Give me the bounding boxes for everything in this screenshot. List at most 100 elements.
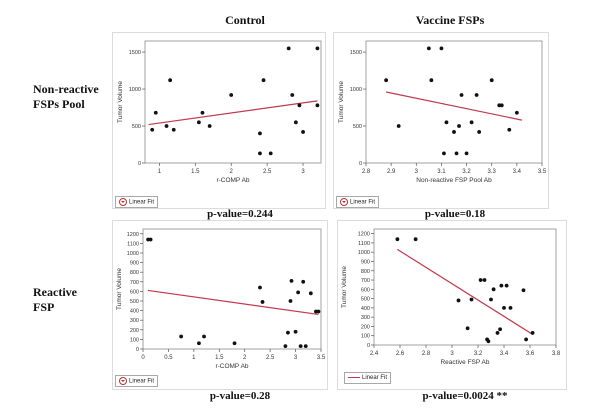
data-point <box>499 103 504 108</box>
y-tick-label: 500 <box>130 299 139 305</box>
data-point <box>495 331 500 335</box>
data-point <box>465 326 470 331</box>
data-point <box>153 110 158 115</box>
y-tick-label: 1500 <box>350 50 362 56</box>
y-tick-label: 1500 <box>129 50 141 56</box>
x-tick-label: 0.5 <box>164 355 173 361</box>
y-tick-label: 1200 <box>358 232 370 238</box>
x-tick-label: 3 <box>415 169 419 175</box>
x-tick-label: 2.8 <box>362 169 371 175</box>
data-point <box>301 130 305 134</box>
dropdown-icon <box>119 198 127 206</box>
data-point <box>384 78 389 83</box>
data-point <box>530 331 535 335</box>
data-point <box>454 151 459 156</box>
data-point <box>150 127 155 132</box>
x-tick-label: 2 <box>243 355 247 361</box>
linear-fit-line <box>385 91 523 121</box>
x-tick-label: 1 <box>192 355 196 361</box>
row-title-nonreactive: Non-reactive FSPs Pool <box>33 82 128 112</box>
data-point <box>148 237 153 242</box>
data-point <box>260 300 265 304</box>
p-value-control-nonreactive: p-value=0.244 <box>207 208 273 220</box>
plot-panel-vaccine-reactive: 2.4 2.6 2.8 3 3.2 3.4 3.6 3.8 0 100 200 300 400 500 60… <box>337 220 567 390</box>
y-tick-label: 1100 <box>358 241 370 247</box>
x-tick-label: 3 <box>450 351 454 357</box>
y-tick-label: 1000 <box>129 87 141 93</box>
linear-fit-legend[interactable]: Linear Fit <box>344 372 392 384</box>
data-point <box>168 78 173 83</box>
data-point <box>258 131 262 136</box>
data-point <box>469 297 474 302</box>
x-axis-title: r-COMP Ab <box>216 177 249 184</box>
data-point <box>268 151 273 156</box>
y-tick-label: 1000 <box>350 87 362 93</box>
linear-fit-legend[interactable]: Linear Fit <box>115 196 159 208</box>
y-tick-label: 400 <box>361 306 370 312</box>
data-point <box>258 151 262 156</box>
x-tick-label: 3.5 <box>538 169 547 175</box>
fit-line-swatch <box>348 376 360 378</box>
x-tick-label: 2.5 <box>266 355 275 361</box>
column-title-control: Control <box>225 13 265 27</box>
x-tick-label: 2.9 <box>387 169 396 175</box>
linear-fit-line <box>148 100 318 126</box>
data-point <box>457 124 461 128</box>
x-tick-label: 3.6 <box>526 351 535 357</box>
data-point <box>456 298 461 303</box>
x-tick-label: 3.5 <box>317 355 326 361</box>
y-tick-label: 300 <box>130 318 139 324</box>
p-value-vaccine-reactive: p-value=0.0024 ** <box>422 390 508 402</box>
data-point <box>293 329 298 334</box>
column-title-vaccine-fsps: Vaccine FSPs <box>415 13 485 27</box>
data-point <box>395 237 400 242</box>
row-title-reactive-line2: FSP <box>33 300 55 314</box>
y-tick-label: 1100 <box>127 241 139 247</box>
plot-panel-control-reactive: 0 0.5 1 1.5 2 2.5 3 3.5 0 100 200 300 400 500 600 700 80… <box>112 220 328 390</box>
data-point <box>444 120 449 125</box>
data-point <box>316 309 321 314</box>
legend-label: Linear Fit <box>350 199 376 206</box>
y-tick-label: 1200 <box>127 232 139 238</box>
y-tick-label: 0 <box>359 161 362 167</box>
data-point <box>258 285 262 290</box>
y-axis-title: Tumor Volume <box>117 81 124 123</box>
data-point <box>507 127 512 132</box>
linear-fit-legend[interactable]: Linear Fit <box>115 375 159 387</box>
linear-fit-line <box>397 248 533 335</box>
linear-fit-legend[interactable]: Linear Fit <box>336 196 380 208</box>
data-point <box>286 46 291 51</box>
data-point <box>396 124 401 128</box>
x-tick-label: 3.2 <box>462 169 471 175</box>
data-point <box>498 327 502 332</box>
data-point <box>489 297 493 302</box>
data-point <box>283 344 288 349</box>
p-value-vaccine-nonreactive: p-value=0.18 <box>424 208 486 220</box>
data-point <box>315 46 320 51</box>
x-tick-label: 0 <box>141 355 145 361</box>
data-point <box>202 334 206 339</box>
x-tick-label: 2.8 <box>422 351 431 357</box>
y-tick-label: 800 <box>130 270 139 276</box>
data-point <box>164 124 169 128</box>
scatter-plot: 2.4 2.6 2.8 3 3.2 3.4 3.6 3.8 0 100 200 300 400 500 60… <box>341 228 561 366</box>
legend-label: Linear Fit <box>129 199 155 206</box>
x-tick-label: 3.2 <box>474 351 483 357</box>
data-point <box>489 78 494 83</box>
y-tick-label: 1000 <box>127 251 139 257</box>
data-point <box>499 283 504 288</box>
y-tick-label: 0 <box>138 161 141 167</box>
data-point <box>261 78 266 83</box>
data-point <box>459 93 464 97</box>
data-point <box>442 151 446 156</box>
data-point <box>452 130 456 134</box>
plot-panel-vaccine-nonreactive: 2.8 2.9 3 3.1 3.2 3.3 3.4 3.5 0 500 1000 1500 Non-re… <box>333 32 549 209</box>
y-axis-title: Tumor Volume <box>341 266 348 308</box>
y-tick-label: 100 <box>130 337 139 343</box>
data-point <box>426 46 431 51</box>
y-tick-label: 300 <box>361 315 370 321</box>
x-tick-label: 3 <box>301 169 305 175</box>
plot-frame <box>373 228 557 346</box>
x-tick-label: 3.4 <box>500 351 509 357</box>
x-tick-label: 3 <box>294 355 298 361</box>
